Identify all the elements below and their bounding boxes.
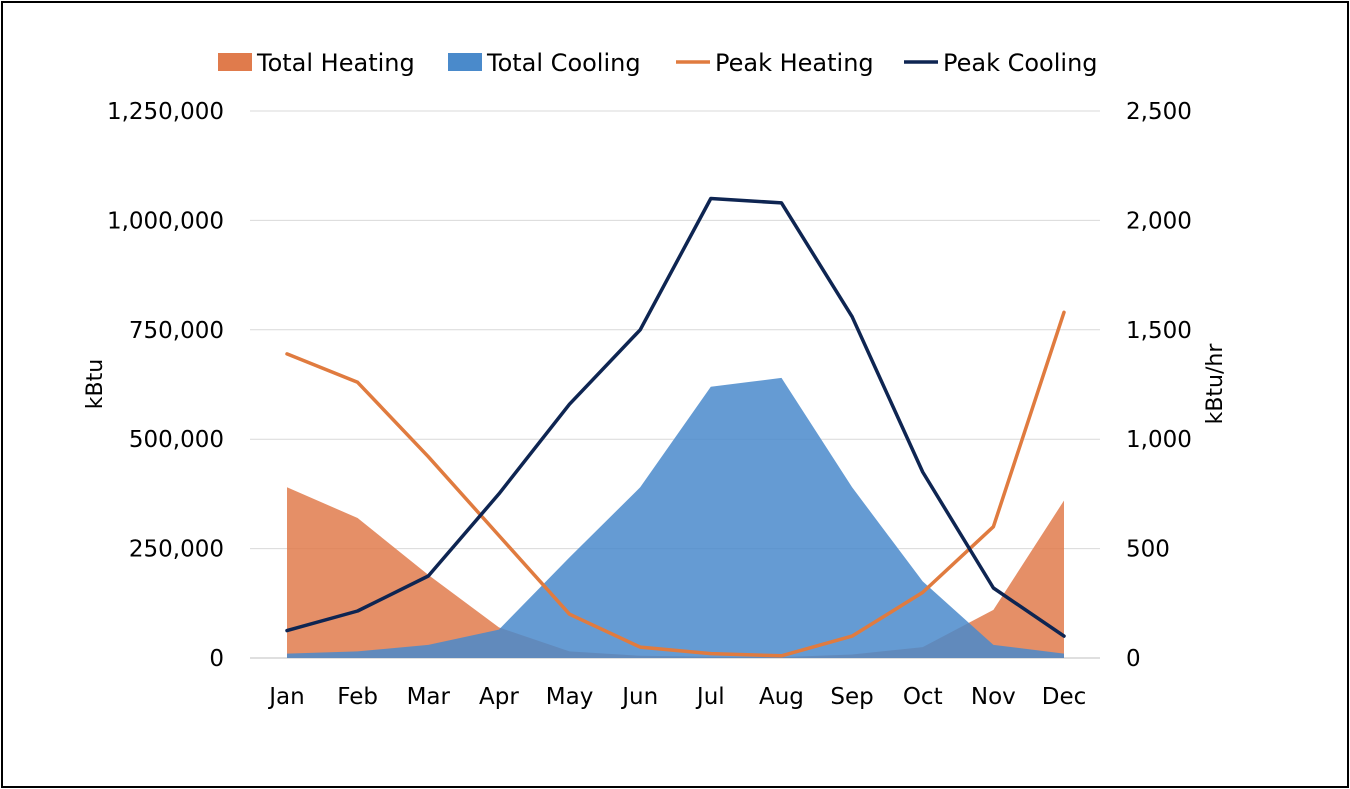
left-tick-label: 0	[209, 646, 224, 672]
x-tick-label: Feb	[337, 684, 378, 710]
x-tick-label: Nov	[971, 684, 1016, 710]
total-heating-area	[287, 487, 1064, 658]
x-axis-ticks: Jan Feb Mar Apr May Jun Jul Aug Sep Oct Nov Dec	[267, 684, 1086, 710]
line-series	[285, 196, 1066, 658]
x-tick-label: Aug	[759, 684, 804, 710]
left-axis-ticks: 0 250,000 500,000 750,000 1,000,000 1,250,000	[107, 99, 224, 672]
legend-label: Total Heating	[256, 49, 415, 77]
x-tick-label: Jan	[267, 684, 304, 710]
x-tick-label: May	[546, 684, 594, 710]
right-tick-label: 500	[1126, 537, 1170, 563]
legend-label: Total Cooling	[486, 49, 641, 77]
total-cooling-area	[287, 377, 1064, 658]
peak-heating-line	[285, 310, 1066, 658]
right-tick-label: 0	[1126, 646, 1141, 672]
left-tick-label: 750,000	[129, 318, 224, 344]
peak-cooling-line	[285, 196, 1066, 638]
x-tick-label: Dec	[1042, 684, 1087, 710]
right-tick-label: 1,500	[1126, 318, 1192, 344]
left-tick-label: 1,250,000	[107, 99, 224, 125]
right-tick-label: 2,500	[1126, 99, 1192, 125]
legend: Total Heating Total Cooling Peak Heating Pe…	[218, 49, 1098, 77]
x-tick-label: Jun	[620, 684, 658, 710]
x-tick-label: Apr	[479, 684, 519, 710]
right-tick-label: 1,000	[1126, 427, 1192, 453]
area-series	[287, 377, 1064, 658]
legend-swatch	[448, 53, 482, 71]
left-axis-title: kBtu	[83, 359, 108, 409]
left-tick-label: 1,000,000	[107, 208, 224, 234]
right-axis-title: kBtu/hr	[1203, 343, 1228, 425]
left-tick-label: 500,000	[129, 427, 224, 453]
x-tick-label: Mar	[407, 684, 451, 710]
legend-label: Peak Cooling	[943, 49, 1098, 77]
legend-swatch	[218, 53, 252, 71]
legend-label: Peak Heating	[715, 49, 874, 77]
right-tick-label: 2,000	[1126, 208, 1192, 234]
left-tick-label: 250,000	[129, 537, 224, 563]
x-tick-label: Sep	[830, 684, 873, 710]
x-tick-label: Jul	[695, 684, 725, 710]
right-axis-ticks: 0 500 1,000 1,500 2,000 2,500	[1126, 99, 1192, 672]
x-tick-label: Oct	[903, 684, 943, 710]
